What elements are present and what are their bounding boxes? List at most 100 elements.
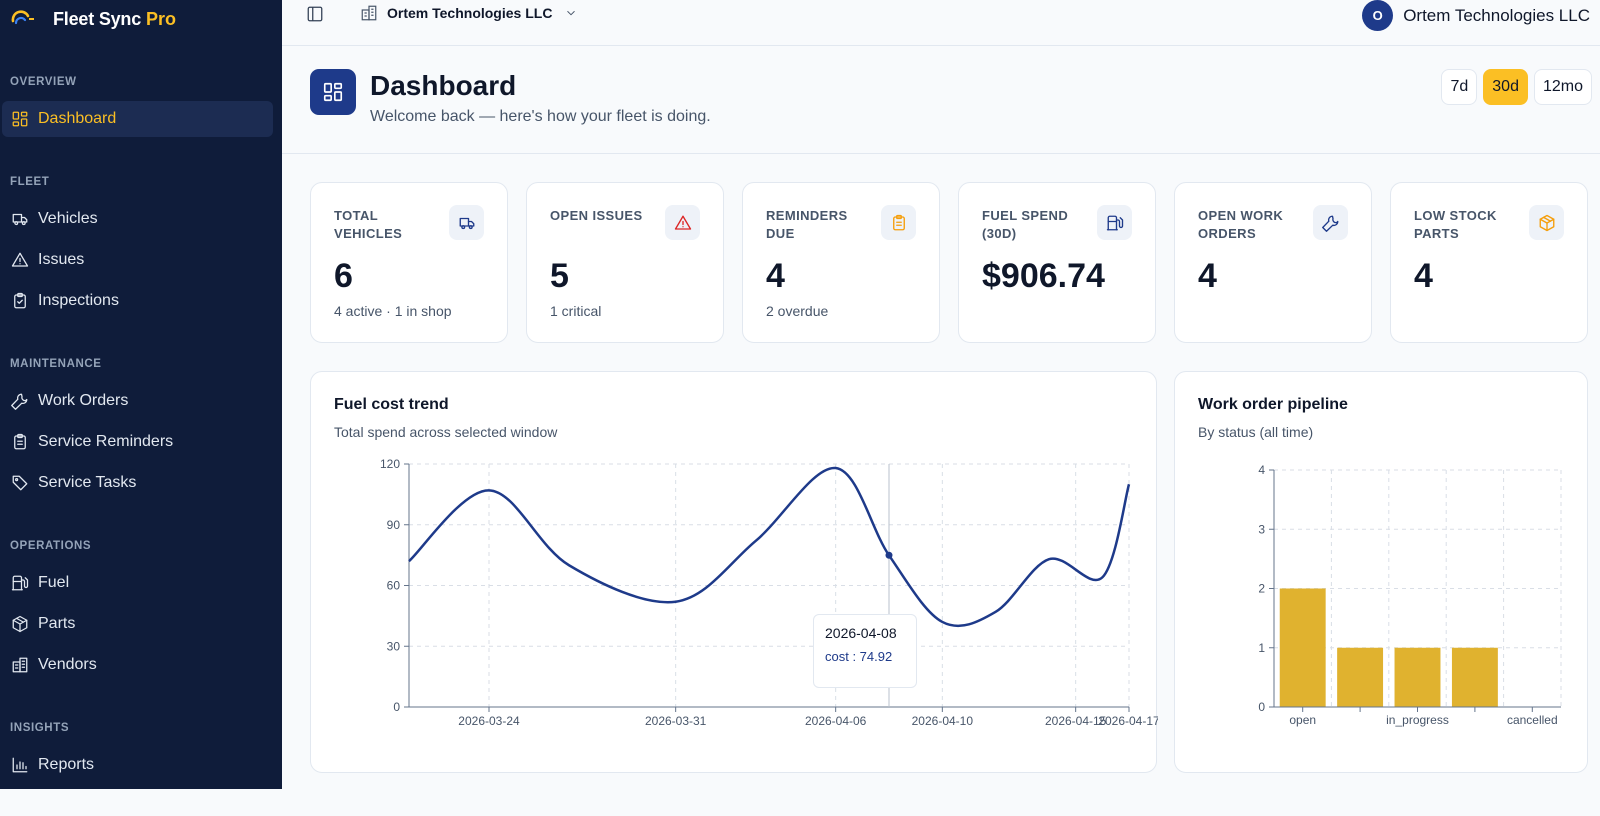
x-tick-label: in_progress (1386, 713, 1449, 727)
sidebar-item-vehicles[interactable]: Vehicles (2, 201, 273, 237)
chart-tooltip: 2026-04-08 cost : 74.92 (813, 614, 917, 688)
kpi-value: 4 (766, 257, 785, 295)
kpi-card-low-stock-parts[interactable]: LOW STOCK PARTS 4 (1390, 182, 1588, 343)
fuel-line-chart[interactable]: 0 30 60 90 120 2026-03-24 2026-03-31 2026-04-06… (311, 372, 1158, 774)
kpi-value: 4 (1198, 257, 1217, 295)
pipeline-bar-chart[interactable]: 0 1 2 3 4 open in_progress cancelled (1175, 372, 1589, 774)
sidebar-item-inspections[interactable]: Inspections (2, 283, 273, 319)
page-subtitle: Welcome back — here's how your fleet is … (370, 108, 711, 125)
fuel-cost-series-line (408, 466, 1131, 628)
range-30d-button[interactable]: 30d (1483, 69, 1528, 105)
page-footer-space (0, 789, 1600, 816)
pipeline-bar (1451, 647, 1498, 707)
sidebar-item-fuel[interactable]: Fuel (2, 565, 273, 601)
y-tick-label: 60 (387, 579, 401, 593)
section-operations: OPERATIONS (10, 540, 92, 552)
range-selector: 7d 30d 12mo (1441, 69, 1592, 105)
range-7d-button[interactable]: 7d (1441, 69, 1478, 105)
kpi-label: OPEN ISSUES (550, 208, 643, 223)
sidebar-item-label: Fuel (38, 574, 70, 591)
section-fleet: FLEET (10, 176, 50, 188)
kpi-card-fuel-spend[interactable]: FUEL SPEND (30D) $906.74 (958, 182, 1156, 343)
y-tick-label: 0 (393, 700, 400, 714)
org-switcher[interactable]: Ortem Technologies LLC (360, 4, 578, 22)
box-icon (12, 615, 28, 633)
y-tick-label: 3 (1258, 522, 1265, 536)
sidebar-item-issues[interactable]: Issues (2, 242, 273, 278)
card-title: Fuel cost trend (334, 396, 449, 413)
brand-logo-icon (11, 10, 34, 25)
topbar: Ortem Technologies LLC O Ortem Technolog… (282, 0, 1600, 46)
tag-icon (12, 475, 28, 491)
fuel-cost-trend-card: Fuel cost trend Total spend across selec… (310, 371, 1158, 774)
x-tick-label: 2026-04-17 (1098, 714, 1158, 728)
section-insights: INSIGHTS (10, 722, 70, 734)
truck-icon (449, 205, 484, 240)
x-tick-label: 2026-04-10 (912, 714, 974, 728)
kpi-label: LOW STOCK PARTS (1414, 208, 1497, 241)
fuel-icon (1097, 205, 1132, 240)
sidebar-item-work-orders[interactable]: Work Orders (2, 383, 273, 419)
kpi-label: TOTAL VEHICLES (334, 208, 403, 241)
page-title: Dashboard (370, 70, 517, 101)
kpi-subtext: 1 critical (550, 303, 602, 319)
sidebar: Fleet Sync Pro OVERVIEW Dashboard FLEET … (0, 0, 282, 789)
kpi-card-open-work-orders[interactable]: OPEN WORK ORDERS 4 (1174, 182, 1372, 343)
clipboard-icon (881, 205, 916, 240)
kpi-value: 6 (334, 257, 353, 295)
sidebar-item-label: Parts (38, 615, 76, 632)
fuel-icon (11, 575, 29, 591)
sidebar-item-label: Issues (38, 251, 85, 268)
user-menu[interactable]: O Ortem Technologies LLC (1362, 0, 1590, 31)
kpi-label: FUEL SPEND (30D) (982, 208, 1069, 241)
pipeline-bar (1279, 588, 1326, 707)
sidebar-toggle-icon (307, 6, 323, 22)
building-icon (361, 5, 377, 21)
brand[interactable]: Fleet Sync Pro (10, 8, 176, 30)
card-subtitle: Total spend across selected window (334, 424, 558, 440)
kpi-subtext: 4 active · 1 in shop (334, 303, 452, 319)
x-tick-label: 2026-04-15 (1045, 714, 1107, 728)
kpi-card-total-vehicles[interactable]: TOTAL VEHICLES 6 4 active · 1 in shop (310, 182, 508, 343)
bar-chart-icon (12, 757, 28, 773)
sidebar-item-label: Service Reminders (38, 433, 174, 450)
y-tick-label: 0 (1258, 700, 1265, 714)
sidebar-item-service-tasks[interactable]: Service Tasks (2, 465, 273, 501)
y-tick-label: 4 (1258, 463, 1265, 477)
box-icon (1529, 205, 1564, 240)
range-12mo-button[interactable]: 12mo (1533, 69, 1592, 105)
x-tick-label: 2026-04-06 (805, 714, 867, 728)
sidebar-item-service-reminders[interactable]: Service Reminders (2, 424, 273, 460)
kpi-card-open-issues[interactable]: OPEN ISSUES 5 1 critical (526, 182, 724, 343)
x-tick-label: 2026-03-24 (458, 714, 520, 728)
y-tick-label: 30 (387, 639, 401, 653)
work-order-pipeline-card: Work order pipeline By status (all time)… (1174, 371, 1588, 773)
sidebar-item-label: Dashboard (38, 110, 117, 127)
clipboard-check-icon (14, 292, 26, 309)
kpi-value: 5 (550, 257, 569, 295)
kpi-card-reminders-due[interactable]: REMINDERS DUE 4 2 overdue (742, 182, 940, 343)
chevron-down-icon (567, 10, 576, 16)
sidebar-item-vendors[interactable]: Vendors (2, 647, 273, 683)
sidebar-item-label: Vendors (38, 656, 97, 673)
pipeline-bar (1337, 647, 1384, 707)
sidebar-item-label: Service Tasks (38, 474, 137, 491)
building-icon (12, 657, 28, 673)
sidebar-item-label: Reports (38, 756, 95, 773)
card-title: Work order pipeline (1198, 396, 1348, 413)
org-name: Ortem Technologies LLC (387, 5, 553, 21)
sidebar-item-parts[interactable]: Parts (2, 606, 273, 642)
wrench-icon (1313, 205, 1348, 240)
kpi-label: REMINDERS DUE (766, 208, 848, 241)
y-tick-label: 90 (387, 518, 401, 532)
kpi-value: 4 (1414, 257, 1433, 295)
sidebar-item-label: Work Orders (38, 392, 129, 409)
tooltip-date: 2026-04-08 (825, 625, 897, 641)
user-name: Ortem Technologies LLC (1403, 5, 1590, 25)
section-overview: OVERVIEW (10, 76, 77, 88)
sidebar-item-dashboard[interactable]: Dashboard (2, 101, 273, 137)
truck-icon (12, 213, 28, 226)
x-tick-label: open (1289, 713, 1316, 727)
sidebar-toggle-button[interactable] (306, 5, 324, 23)
sidebar-item-reports[interactable]: Reports (2, 747, 273, 783)
